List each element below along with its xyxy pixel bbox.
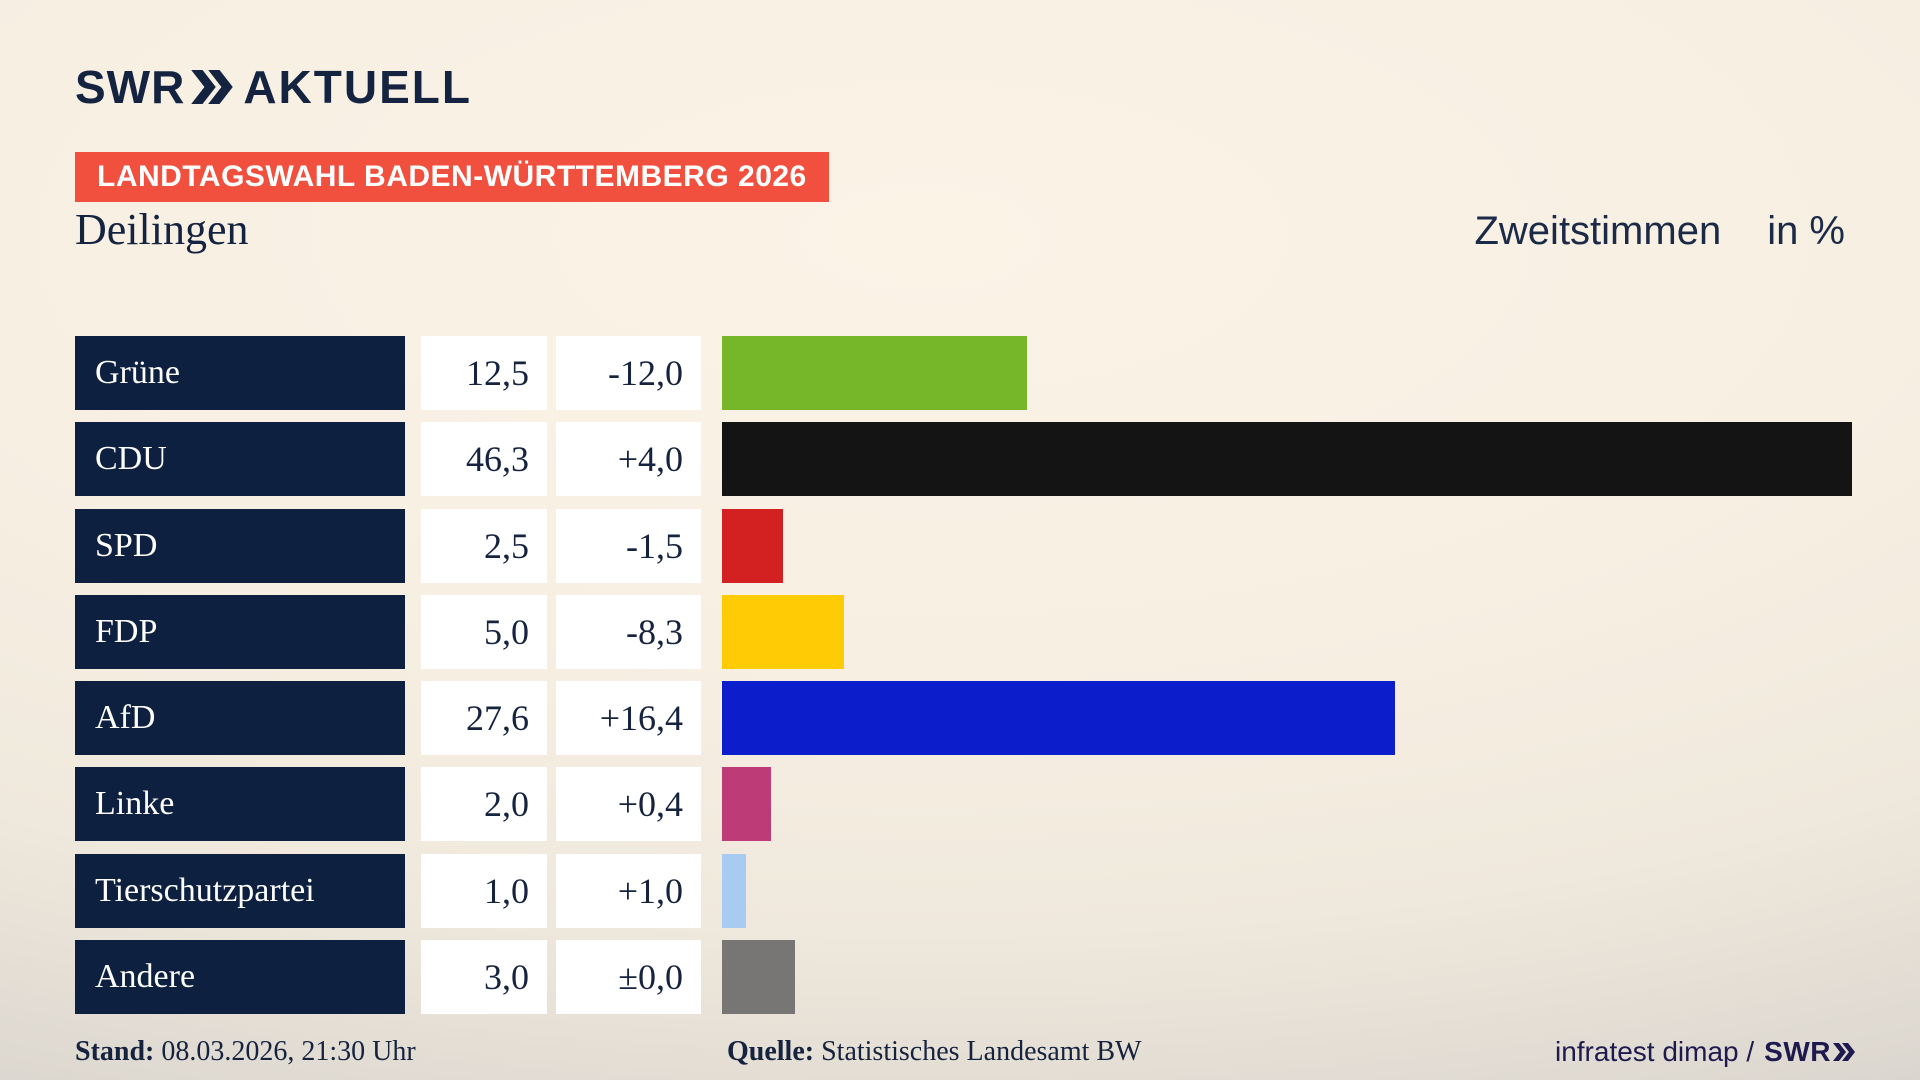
party-label: CDU [75,422,405,497]
swr-logo-text: SWR [75,61,186,113]
chart-row-tierschutzpartei: Tierschutzpartei 1,0 +1,0 [75,853,1852,928]
vote-type-label: Zweitstimmen [1474,209,1722,253]
logo-aktuell-text: AKTUELL [243,61,472,113]
stand-timestamp: Stand: 08.03.2026, 21:30 Uhr [75,1036,727,1068]
source-note: Quelle: Statistisches Landesamt BW [727,1036,1555,1068]
bar-cdu [722,422,1852,497]
credit-swr-brand: SWR [1764,1036,1831,1067]
chart-row-spd: SPD 2,5 -1,5 [75,508,1852,583]
change-box: +0,4 [556,767,701,842]
value-box: 2,5 [421,508,547,583]
bar-fdp [722,594,844,669]
double-chevron-icon [191,70,234,104]
election-banner: LANDTAGSWAHL BADEN-WÜRTTEMBERG 2026 [75,152,829,202]
bar-spd [722,508,783,583]
bar-tierschutzpartei [722,853,747,928]
change-box: -12,0 [556,336,701,410]
chart-row-linke: Linke 2,0 +0,4 [75,767,1852,842]
quelle-value: Statistisches Landesamt BW [814,1036,1142,1067]
bar-gruene [722,336,1027,410]
bar-afd [722,681,1396,756]
chart-row-gruene: Grüne 12,5 -12,0 [75,336,1852,410]
chart-row-andere: Andere 3,0 ±0,0 [75,940,1852,1015]
bar-linke [722,767,771,842]
quelle-label: Quelle: [727,1036,815,1067]
unit-label: in % [1767,209,1845,253]
footer: Stand: 08.03.2026, 21:30 Uhr Quelle: Sta… [75,1036,1855,1068]
change-box: +1,0 [556,853,701,928]
value-box: 27,6 [421,681,547,756]
chart-row-afd: AfD 27,6 +16,4 [75,681,1852,756]
value-box: 5,0 [421,594,547,669]
swr-aktuell-logo: SWR AKTUELL [75,60,472,114]
municipality-title: Deilingen [75,205,249,254]
change-box: -1,5 [556,508,701,583]
stand-label: Stand: [75,1036,155,1067]
vote-type-legend: Zweitstimmen in % [1474,209,1845,254]
value-box: 3,0 [421,940,547,1015]
credit-text: infratest dimap / [1554,1036,1755,1067]
credit-double-chevron-icon [1833,1043,1855,1061]
party-label: Tierschutzpartei [75,853,405,928]
party-label: AfD [75,681,405,756]
chart-rows: Grüne 12,5 -12,0 CDU 46,3 +4,0 SPD 2,5 -… [75,336,1852,1015]
change-box: +16,4 [556,681,701,756]
change-box: -8,3 [556,594,701,669]
change-box: +4,0 [556,422,701,497]
party-label: Linke [75,767,405,842]
value-box: 2,0 [421,767,547,842]
party-label: Andere [75,940,405,1015]
value-box: 12,5 [421,336,547,410]
value-box: 46,3 [421,422,547,497]
title-row: Deilingen Zweitstimmen in % [75,204,1845,258]
chart-row-cdu: CDU 46,3 +4,0 [75,422,1852,497]
party-label: SPD [75,508,405,583]
change-box: ±0,0 [556,940,701,1015]
credit-line: infratest dimap / SWR [1555,1036,1855,1068]
bar-andere [722,940,796,1015]
chart-row-fdp: FDP 5,0 -8,3 [75,594,1852,669]
party-label: FDP [75,594,405,669]
stand-value: 08.03.2026, 21:30 Uhr [154,1036,416,1067]
value-box: 1,0 [421,853,547,928]
party-label: Grüne [75,336,405,410]
